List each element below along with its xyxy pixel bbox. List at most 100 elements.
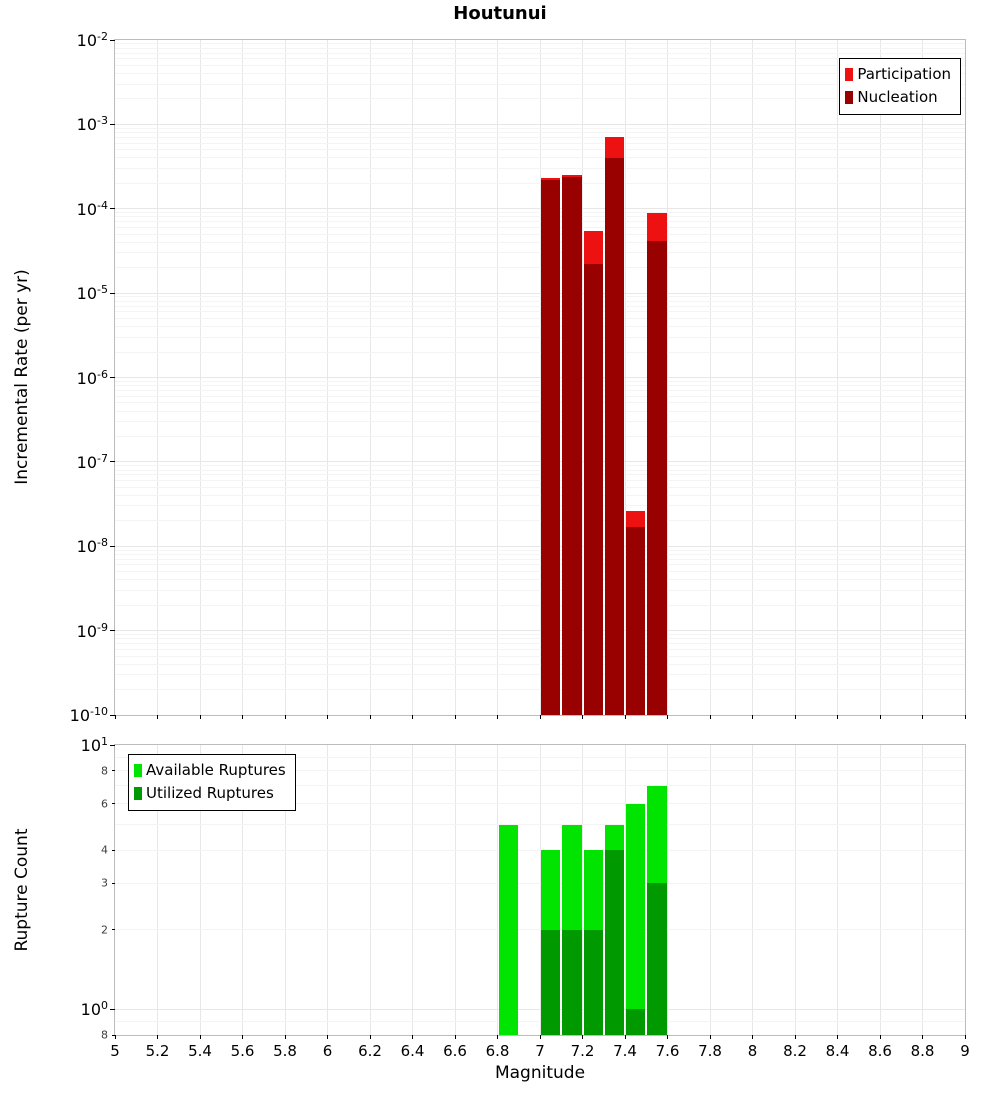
x-gridline: [837, 745, 838, 1035]
y-gridline-minor: [115, 435, 965, 437]
x-tick-label: 6.4: [400, 1042, 425, 1060]
x-tick-mark: [199, 1035, 201, 1039]
y-tick-label-minor: 2: [101, 923, 108, 937]
x-tick-mark: [582, 1035, 583, 1039]
x-tick-mark: [114, 715, 116, 719]
count-y-axis-label: Rupture Count: [12, 828, 32, 952]
nucleation-legend-swatch: [845, 91, 854, 105]
x-gridline: [497, 40, 498, 715]
y-gridline-minor: [115, 233, 965, 235]
x-tick-mark: [667, 1035, 668, 1039]
y-gridline-minor: [115, 395, 965, 397]
x-tick-mark: [752, 1035, 753, 1039]
y-gridline-minor: [115, 351, 965, 353]
x-tick-mark: [284, 1035, 286, 1039]
legend-entry: Utilized Ruptures: [134, 782, 286, 805]
x-tick-mark: [412, 1035, 413, 1039]
x-gridline: [879, 40, 881, 715]
y-gridline-minor: [115, 252, 965, 254]
y-gridline-minor: [115, 136, 965, 138]
x-tick-mark: [752, 715, 753, 719]
x-gridline: [327, 745, 328, 1035]
x-tick-mark: [369, 1035, 371, 1039]
y-gridline-minor: [115, 494, 965, 496]
y-gridline-minor: [115, 221, 965, 223]
incremental-rate-plot: 10-2 10-3 10-4 10-5 10-6 10-7 10-8 10-9 10-10 Par…: [70, 30, 966, 725]
utilized-ruptures-bar: [562, 929, 582, 1035]
y-tick-mark: [110, 123, 115, 125]
y-gridline-minor: [115, 549, 965, 551]
y-tick-label: 10-8: [76, 536, 108, 557]
y-tick-mark: [110, 744, 115, 746]
y-gridline-minor: [115, 564, 965, 566]
y-gridline-minor: [115, 132, 965, 134]
y-tick-mark: [110, 39, 115, 41]
rate-y-axis-label: Incremental Rate (per yr): [12, 269, 32, 485]
x-gridline: [454, 745, 456, 1035]
x-tick-mark: [327, 1035, 328, 1039]
utilized-ruptures-bar: [604, 850, 624, 1035]
y-gridline-minor: [115, 73, 965, 75]
x-gridline: [412, 40, 413, 715]
x-tick-label: 5: [110, 1042, 120, 1060]
x-gridline: [709, 40, 711, 715]
x-tick-mark: [242, 715, 243, 719]
y-tick-mark: [110, 208, 115, 210]
x-tick-mark: [794, 715, 796, 719]
utilized-ruptures-bar: [541, 929, 561, 1035]
y-gridline: [115, 545, 965, 547]
x-tick-mark: [412, 715, 413, 719]
y-tick-label: 10-4: [76, 198, 108, 219]
nucleation-bar: [562, 176, 582, 715]
x-gridline: [667, 40, 668, 715]
y-gridline-minor: [115, 385, 965, 387]
y-tick-label: 10-6: [76, 367, 108, 388]
x-tick-label: 7.4: [613, 1042, 637, 1060]
y-gridline-minor: [115, 212, 965, 214]
y-gridline-minor: [115, 226, 965, 228]
x-gridline: [284, 40, 286, 715]
y-gridline-minor: [115, 643, 965, 645]
x-tick-mark: [284, 715, 286, 719]
legend: Available Ruptures Utilized Ruptures: [128, 754, 296, 811]
y-gridline: [115, 123, 965, 125]
y-tick-mark: [110, 461, 115, 463]
y-tick-mark: [112, 882, 115, 884]
y-gridline-minor: [115, 318, 965, 320]
x-tick-mark: [369, 715, 371, 719]
x-tick-mark: [624, 715, 626, 719]
y-tick-mark: [110, 377, 115, 378]
y-gridline-minor: [115, 58, 965, 60]
x-tick-mark: [454, 1035, 456, 1039]
y-gridline: [115, 1008, 965, 1010]
nucleation-bar: [583, 264, 603, 715]
x-gridline: [667, 745, 668, 1035]
legend-label: Utilized Ruptures: [146, 784, 274, 803]
y-gridline-minor: [115, 571, 965, 573]
x-gridline: [752, 40, 753, 715]
x-gridline: [242, 40, 243, 715]
y-gridline-minor: [115, 149, 965, 151]
x-tick-mark: [922, 715, 923, 719]
utilized-legend-swatch: [134, 787, 142, 801]
y-gridline-minor: [115, 380, 965, 382]
y-gridline-minor: [115, 83, 965, 85]
y-tick-mark: [110, 714, 115, 716]
legend-entry: Nucleation: [845, 86, 951, 109]
y-tick-label-minor: 8: [101, 1028, 108, 1042]
x-tick-mark: [497, 715, 498, 719]
y-tick-label: 10-7: [76, 451, 108, 473]
x-tick-label: 6: [322, 1042, 333, 1060]
y-gridline-minor: [115, 296, 965, 298]
legend-entry: Participation: [845, 63, 951, 86]
y-gridline: [115, 461, 965, 463]
y-tick-mark: [110, 1008, 115, 1010]
x-tick-mark: [709, 715, 711, 719]
nucleation-bar: [626, 526, 646, 715]
x-gridline: [199, 40, 201, 715]
y-gridline-minor: [115, 579, 965, 581]
x-tick-mark: [157, 715, 158, 719]
y-gridline-minor: [115, 465, 965, 467]
utilized-ruptures-bar: [647, 883, 667, 1035]
